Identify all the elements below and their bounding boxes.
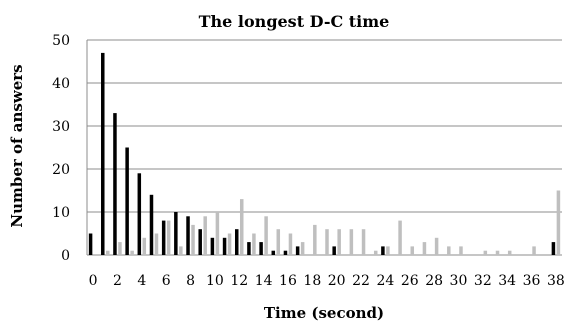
x-tick-label: 10: [206, 273, 224, 289]
bar-series1-x4: [137, 173, 142, 255]
bar-series1-x20: [332, 246, 336, 255]
bar-series2-x17: [300, 242, 305, 255]
bar-series1-x6: [161, 220, 166, 255]
x-tick-label: 2: [113, 273, 122, 289]
bar-series2-x24: [386, 246, 390, 255]
x-tick-label: 24: [376, 273, 394, 289]
bar-series2-x18: [313, 224, 317, 255]
x-tick-label: 28: [425, 273, 443, 289]
x-tick-label: 22: [352, 273, 370, 289]
bar-series2-x1: [106, 250, 110, 255]
y-tick-label: 20: [52, 162, 70, 178]
x-tick-label: 18: [303, 273, 321, 289]
y-tick-label: 0: [61, 248, 70, 264]
bar-series2-x25: [398, 220, 402, 255]
bar-series2-x6: [166, 220, 171, 255]
bar-series1-x16: [283, 250, 288, 255]
bar-series1-x14: [259, 242, 263, 255]
x-axis-title: Time (second): [264, 304, 384, 322]
bar-series2-x15: [276, 229, 281, 255]
x-tick-label: 34: [498, 273, 516, 289]
y-tick-labels: 0 10 20 30 40 50: [52, 33, 70, 264]
bar-series1-x38: [551, 242, 556, 255]
bar-series1-x8: [186, 216, 190, 255]
y-tick-label: 10: [52, 205, 70, 221]
x-tick-label: 12: [230, 273, 248, 289]
bar-series2-x10: [215, 212, 220, 255]
bar-series1-x9: [198, 229, 202, 255]
bar-series2-x21: [349, 229, 354, 255]
x-tick-label: 36: [523, 273, 541, 289]
bar-series2-x36: [532, 246, 536, 255]
bar-series2-x3: [130, 250, 134, 255]
x-tick-label: 26: [401, 273, 419, 289]
bar-series1-x0: [88, 233, 93, 255]
bars: [88, 52, 561, 256]
bar-series2-x29: [447, 246, 451, 255]
x-tick-label: 4: [137, 273, 146, 289]
bar-series2-x19: [325, 229, 329, 255]
bar-series1-x17: [295, 246, 300, 255]
x-tick-label: 38: [547, 273, 565, 289]
bar-series1-x3: [125, 147, 129, 255]
x-tick-label: 14: [255, 273, 273, 289]
bar-series1-x12: [234, 229, 239, 255]
bar-series1-x10: [210, 237, 215, 255]
bar-series2-x28: [434, 237, 439, 255]
bar-series2-x12: [239, 199, 244, 255]
bar-series2-x16: [288, 233, 293, 255]
gridlines: [86, 39, 562, 256]
bar-series2-x14: [264, 216, 268, 255]
bar-series2-x7: [179, 246, 183, 255]
x-tick-label: 20: [328, 273, 346, 289]
bar-series2-x9: [203, 216, 207, 255]
bar-series1-x11: [222, 237, 227, 255]
bar-series2-x2: [118, 242, 122, 255]
x-tick-labels: 0 2 4 6 8 10 12 14 16 18 20 22 24 26 28 30 32 34 36 38: [89, 273, 565, 289]
bar-series2-x30: [459, 246, 463, 255]
x-tick-label: 6: [162, 273, 171, 289]
bar-series1-x13: [247, 242, 251, 255]
bar-series2-x34: [507, 250, 512, 255]
bar-series1-x1: [101, 52, 105, 256]
chart-title: The longest D-C time: [199, 12, 390, 31]
x-tick-label: 8: [186, 273, 195, 289]
bar-series2-x20: [337, 229, 341, 255]
x-tick-label: 0: [89, 273, 98, 289]
bar-series2-x27: [422, 242, 427, 255]
bar-series2-x13: [252, 233, 256, 255]
bar-series1-x5: [149, 194, 154, 255]
bar-series2-x22: [361, 229, 366, 255]
bar-series2-x26: [410, 246, 415, 255]
bar-series1-x7: [174, 212, 178, 255]
bar-series2-x5: [154, 233, 159, 255]
bar-series2-x4: [142, 237, 147, 255]
bar-series1-x24: [381, 246, 385, 255]
bar-series2-x33: [495, 250, 500, 255]
bar-series2-x38: [556, 190, 561, 255]
bar-series2-x23: [373, 250, 378, 255]
x-tick-label: 16: [279, 273, 297, 289]
y-tick-label: 50: [52, 33, 70, 49]
bar-series2-x8: [191, 224, 195, 255]
x-tick-label: 32: [474, 273, 492, 289]
y-axis-title: Number of answers: [8, 64, 26, 227]
y-tick-label: 30: [52, 119, 70, 135]
bar-series1-x15: [271, 250, 276, 255]
x-tick-label: 30: [450, 273, 468, 289]
y-tick-label: 40: [52, 76, 70, 92]
bar-series2-x11: [227, 233, 232, 255]
bar-series1-x2: [113, 113, 117, 255]
bar-series2-x32: [483, 250, 488, 255]
